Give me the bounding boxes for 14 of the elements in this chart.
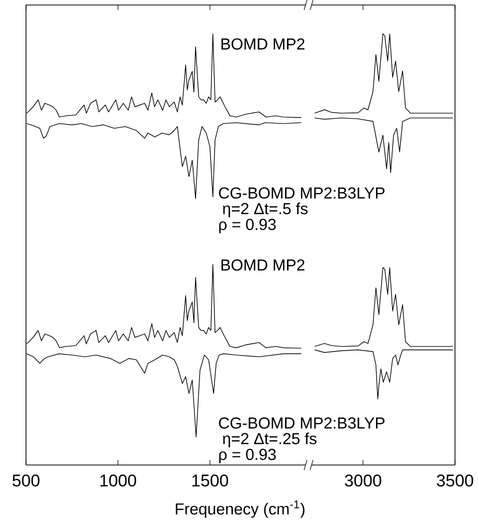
annotation: CG-BOMD MP2:B3LYP xyxy=(219,187,384,199)
x-tick-label: 3000 xyxy=(344,474,382,487)
annotation: BOMD MP2 xyxy=(222,38,304,50)
annotation: CG-BOMD MP2:B3LYP xyxy=(219,417,384,429)
annotation: η=2 Δt=.5 fs xyxy=(223,202,308,218)
annotation: ρ = 0.93 xyxy=(219,218,276,234)
x-tick-label: 1500 xyxy=(192,474,228,487)
annotation: BOMD MP2 xyxy=(222,259,304,271)
x-tick-label: 3500 xyxy=(436,474,474,487)
x-tick-label: 500 xyxy=(12,474,40,487)
x-axis-title: Frequenecy (cm$^{-1}$) xyxy=(176,500,304,518)
x-tick-label: 1000 xyxy=(100,474,136,487)
annotation: η=2 Δt=.25 fs xyxy=(223,432,316,448)
annotation: ρ = 0.93 xyxy=(219,448,276,464)
